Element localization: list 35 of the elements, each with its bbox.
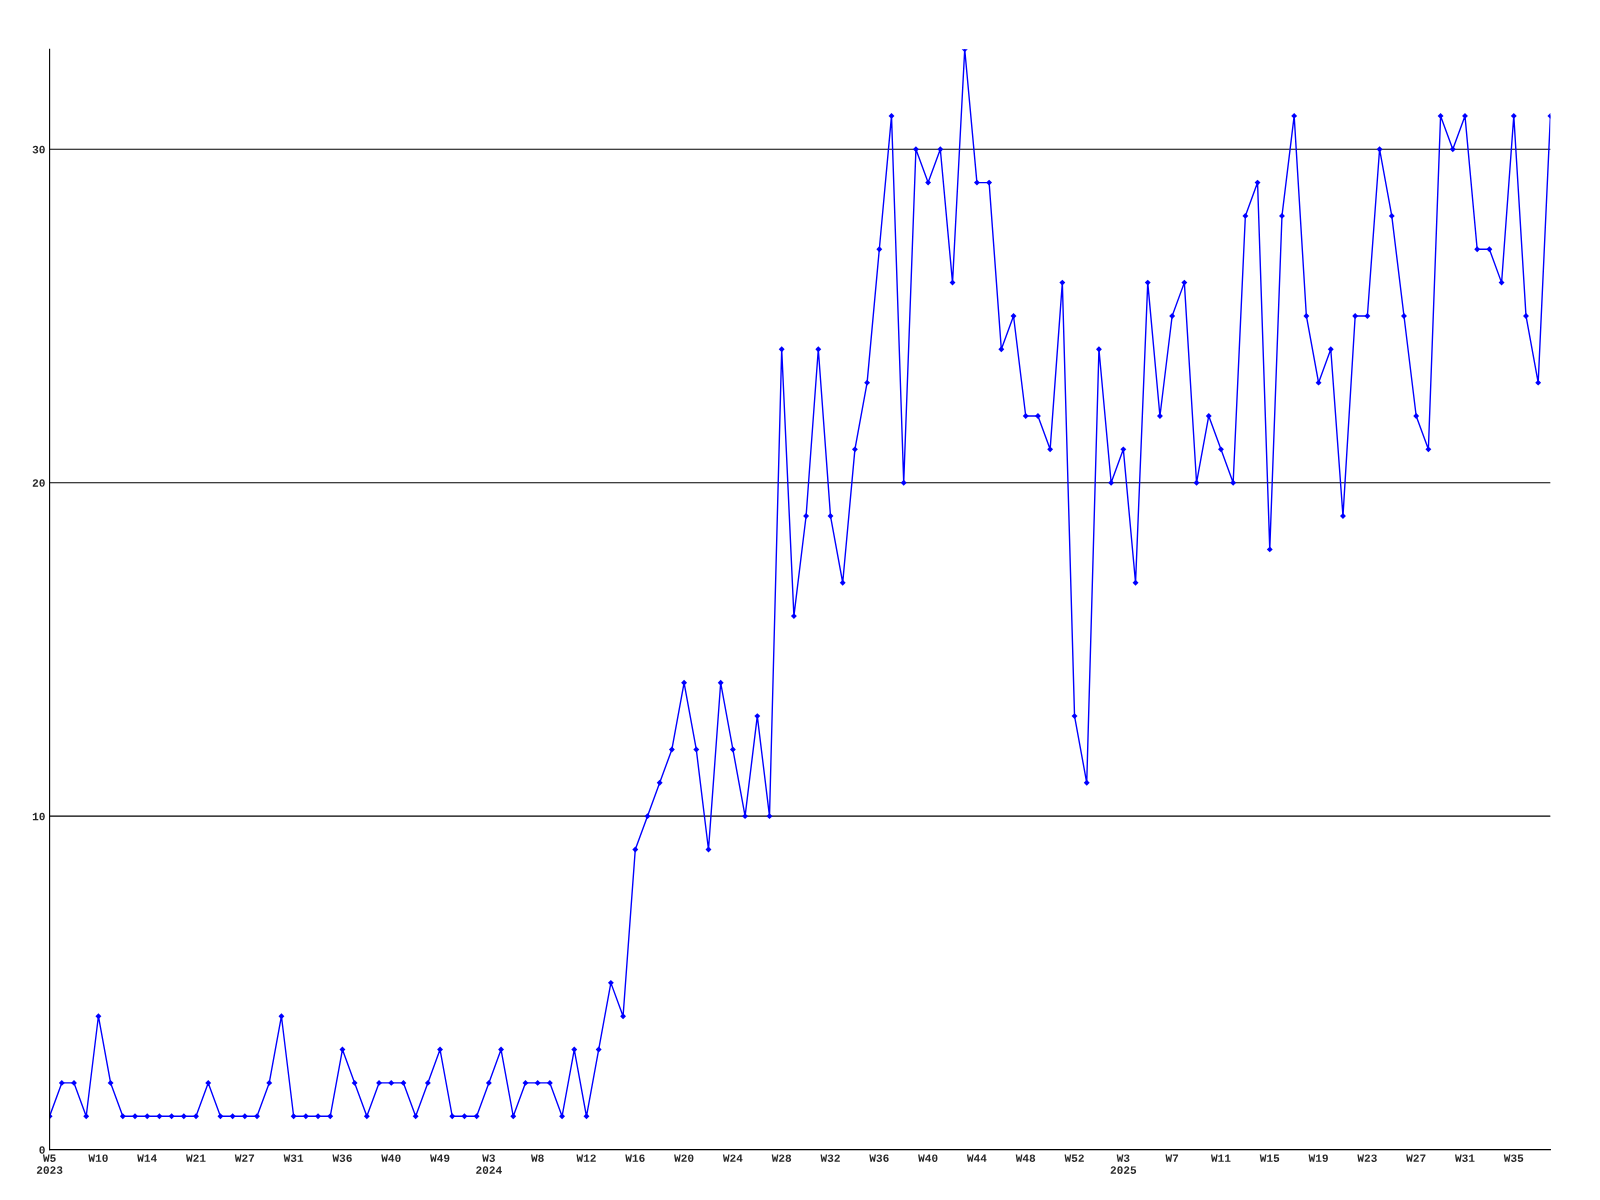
- x-tick-label: W36: [869, 1154, 889, 1162]
- x-tick-label: W28: [771, 1154, 792, 1162]
- x-tick-label: W27: [234, 1154, 255, 1162]
- x-tick-label: W14: [137, 1154, 157, 1162]
- x-tick-label: W31: [283, 1154, 304, 1162]
- x-tick-label: W11: [1210, 1154, 1231, 1162]
- x-tick-label: W32: [820, 1154, 840, 1162]
- x-tick-label: W40: [918, 1154, 938, 1162]
- x-tick-label: W19: [1308, 1154, 1328, 1162]
- x-tick-label: W21: [186, 1154, 206, 1162]
- y-tick-label: 10: [32, 812, 45, 821]
- y-tick-label: 30: [32, 145, 45, 154]
- x-tick-label: W8: [531, 1154, 544, 1162]
- x-tick-label: W7: [1165, 1154, 1179, 1162]
- x-tick-label: W49: [430, 1154, 450, 1162]
- x-tick-label: W12: [576, 1154, 596, 1162]
- x-tick-label: W36: [332, 1154, 352, 1162]
- x-tick-label: W10: [88, 1154, 108, 1162]
- x-tick-label: W48: [1015, 1154, 1036, 1162]
- x-tick-label: W23: [1357, 1154, 1377, 1162]
- y-tick-label: 20: [32, 479, 45, 487]
- x-tick-label: W27: [1406, 1154, 1426, 1162]
- x-tick-label: W24: [722, 1154, 743, 1162]
- x-tick-label: W44: [966, 1154, 987, 1162]
- x-tick-label: W20: [674, 1154, 694, 1162]
- x-tick-label: W35: [1503, 1154, 1524, 1162]
- x-tick-label: W40: [381, 1154, 401, 1162]
- x-tick-label: W52: [1064, 1154, 1084, 1162]
- x-tick-label: W3 2025: [1110, 1154, 1137, 1174]
- x-tick-label: W16: [625, 1154, 645, 1162]
- x-tick-label: W3 2024: [476, 1154, 502, 1174]
- x-tick-label: W31: [1454, 1154, 1475, 1162]
- x-tick-label: W15: [1259, 1154, 1280, 1162]
- y-tick-label: 0: [39, 1146, 45, 1154]
- x-tick-label: W5 2023: [36, 1154, 63, 1174]
